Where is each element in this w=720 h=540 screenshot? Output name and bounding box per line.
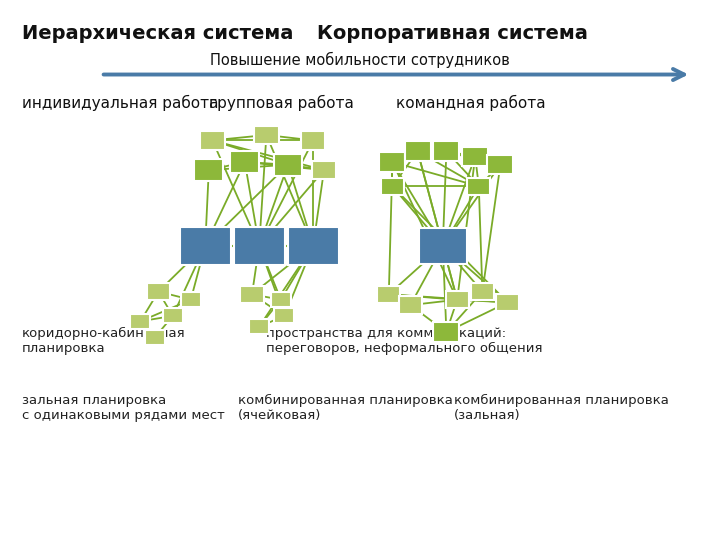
FancyBboxPatch shape [301, 131, 325, 150]
FancyBboxPatch shape [487, 155, 513, 174]
Text: индивидуальная работа: индивидуальная работа [22, 94, 218, 111]
FancyBboxPatch shape [288, 226, 339, 265]
Text: Повышение мобильности сотрудников: Повышение мобильности сотрудников [210, 51, 510, 68]
FancyBboxPatch shape [230, 151, 259, 173]
Text: пространства для коммуникаций:
переговоров, неформального общения: пространства для коммуникаций: переговор… [266, 327, 543, 355]
Text: групповая работа: групповая работа [209, 94, 354, 111]
FancyBboxPatch shape [145, 330, 165, 345]
FancyBboxPatch shape [147, 283, 170, 300]
FancyBboxPatch shape [379, 152, 405, 172]
FancyBboxPatch shape [181, 292, 201, 307]
FancyBboxPatch shape [433, 141, 459, 161]
FancyBboxPatch shape [399, 296, 422, 314]
FancyBboxPatch shape [274, 154, 302, 176]
FancyBboxPatch shape [471, 283, 494, 300]
FancyBboxPatch shape [249, 319, 269, 334]
FancyBboxPatch shape [274, 308, 294, 323]
FancyBboxPatch shape [194, 159, 223, 181]
Text: командная работа: командная работа [396, 94, 546, 111]
Text: Корпоративная система: Корпоративная система [317, 24, 588, 43]
FancyBboxPatch shape [233, 226, 285, 265]
FancyBboxPatch shape [377, 286, 400, 303]
FancyBboxPatch shape [381, 178, 404, 195]
Text: комбинированная планировка
(ячейковая): комбинированная планировка (ячейковая) [238, 394, 452, 422]
FancyBboxPatch shape [240, 286, 264, 303]
FancyBboxPatch shape [179, 226, 230, 265]
FancyBboxPatch shape [446, 291, 469, 308]
Text: комбинированная планировка
(зальная): комбинированная планировка (зальная) [454, 394, 668, 422]
FancyBboxPatch shape [130, 314, 150, 329]
FancyBboxPatch shape [462, 147, 488, 166]
Text: зальная планировка
с одинаковыми рядами мест: зальная планировка с одинаковыми рядами … [22, 394, 225, 422]
FancyBboxPatch shape [433, 322, 459, 342]
FancyBboxPatch shape [254, 126, 279, 144]
FancyBboxPatch shape [200, 131, 225, 150]
FancyBboxPatch shape [419, 228, 467, 264]
Text: Иерархическая система: Иерархическая система [22, 24, 293, 43]
FancyBboxPatch shape [467, 178, 490, 195]
FancyBboxPatch shape [163, 308, 183, 323]
Text: коридорно-кабинетная
планировка: коридорно-кабинетная планировка [22, 327, 185, 355]
FancyBboxPatch shape [496, 294, 519, 311]
FancyBboxPatch shape [405, 141, 431, 161]
FancyBboxPatch shape [312, 161, 336, 179]
FancyBboxPatch shape [271, 292, 291, 307]
